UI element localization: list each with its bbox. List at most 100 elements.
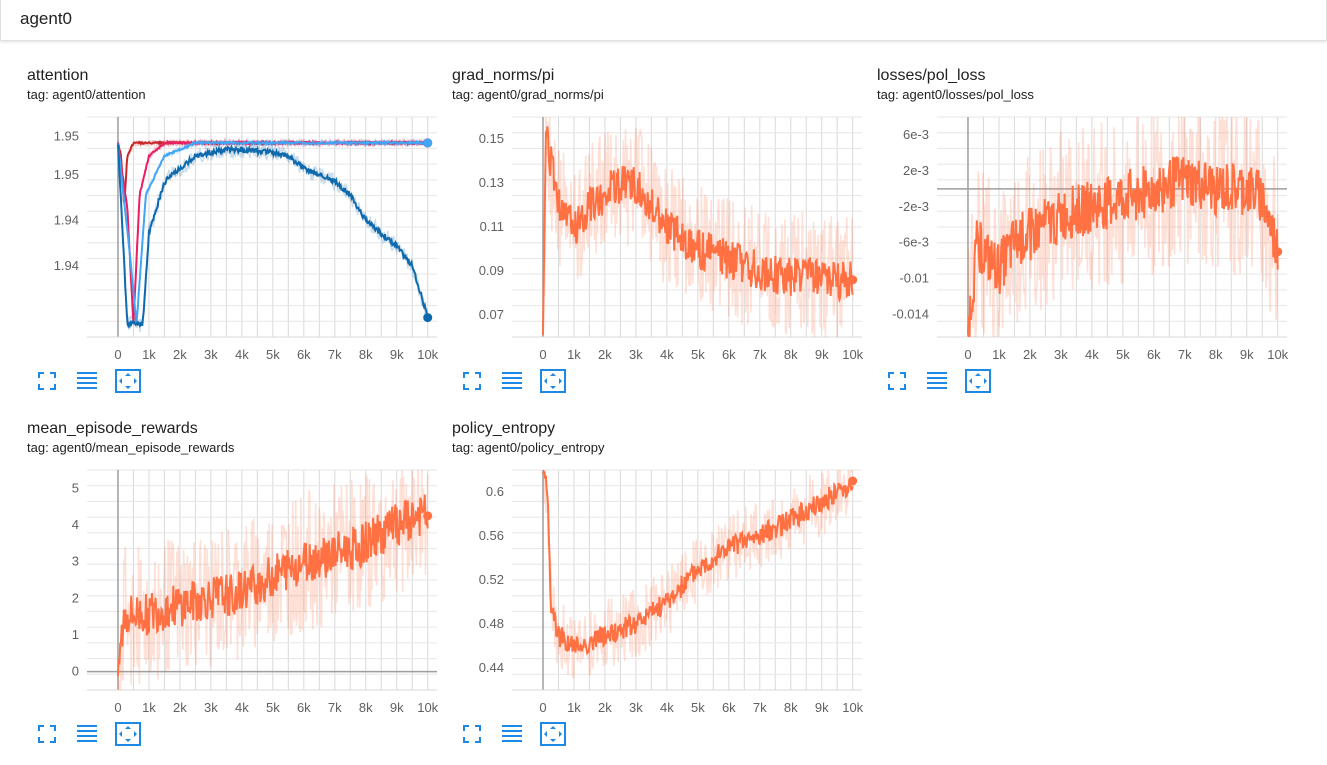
x-tick-label: 6k bbox=[297, 700, 311, 715]
fit-domain-icon[interactable] bbox=[965, 369, 991, 393]
x-tick-label: 2k bbox=[173, 347, 187, 362]
chart-title: attention bbox=[27, 67, 89, 84]
series-group bbox=[117, 470, 429, 690]
series-endpoint bbox=[848, 275, 858, 285]
series-line bbox=[117, 144, 429, 329]
y-tick-label: 6e-3 bbox=[903, 127, 929, 142]
chart-tag: tag: agent0/losses/pol_loss bbox=[877, 87, 1034, 102]
chart-title: mean_episode_rewards bbox=[27, 420, 198, 437]
x-tick-label: 3k bbox=[629, 700, 643, 715]
x-tick-label: 9k bbox=[815, 347, 829, 362]
plot-area: 0 1k 2k 3k 4k 5k 6k 7k 8k 9k 10k 5 4 3 2 1 0 bbox=[72, 469, 439, 715]
x-tick-label: 7k bbox=[328, 347, 342, 362]
x-tick-label: 1k bbox=[142, 347, 156, 362]
x-tick-label: 10k bbox=[417, 347, 438, 362]
y-tick-label: 2 bbox=[72, 590, 79, 605]
fullscreen-icon[interactable] bbox=[35, 369, 59, 393]
x-tick-label: 4k bbox=[1085, 347, 1099, 362]
fullscreen-icon[interactable] bbox=[460, 369, 484, 393]
y-tick-label: 0.48 bbox=[479, 616, 504, 631]
x-tick-label: 8k bbox=[784, 700, 798, 715]
y-tick-label: 5 bbox=[72, 480, 79, 495]
y-tick-label: -0.01 bbox=[899, 271, 929, 286]
y-tick-label: 0.44 bbox=[479, 660, 504, 675]
fullscreen-icon[interactable] bbox=[460, 722, 484, 746]
y-tick-label: 1.95 bbox=[54, 128, 79, 143]
fullscreen-icon[interactable] bbox=[885, 369, 909, 393]
fit-domain-icon[interactable] bbox=[540, 722, 566, 746]
x-tick-label: 7k bbox=[328, 700, 342, 715]
y-tick-label: 0 bbox=[72, 664, 79, 679]
x-tick-label: 9k bbox=[390, 347, 404, 362]
chart-tag: tag: agent0/grad_norms/pi bbox=[452, 87, 604, 102]
chart-title: grad_norms/pi bbox=[452, 67, 555, 84]
x-tick-label: 7k bbox=[753, 347, 767, 362]
fit-domain-icon[interactable] bbox=[540, 369, 566, 393]
list-icon[interactable] bbox=[75, 722, 99, 746]
series-line bbox=[542, 126, 854, 336]
chart-tag: tag: agent0/mean_episode_rewards bbox=[27, 440, 235, 455]
y-tick-label: 0.6 bbox=[486, 484, 504, 499]
run-header: agent0 bbox=[0, 0, 1327, 41]
chart-title: losses/pol_loss bbox=[877, 67, 986, 84]
x-tick-label: 9k bbox=[390, 700, 404, 715]
x-tick-label: 6k bbox=[297, 347, 311, 362]
fullscreen-icon[interactable] bbox=[35, 722, 59, 746]
pol-loss-chart[interactable]: 0 1k 2k 3k 4k 5k 6k 7k 8k 9k 10k 6e-3 2e-3 -2e-3 -6e-3… bbox=[877, 109, 1297, 369]
x-tick-label: 1k bbox=[567, 700, 581, 715]
chart-card-attention: attention tag: agent0/attention 0 1k 2k 3k 4… bbox=[27, 67, 447, 412]
chart-card-grad-norms: grad_norms/pi tag: agent0/grad_norms/pi … bbox=[452, 67, 872, 412]
x-tick-label: 5k bbox=[266, 700, 280, 715]
list-icon[interactable] bbox=[925, 369, 949, 393]
x-tick-label: 7k bbox=[753, 700, 767, 715]
series-group bbox=[542, 470, 854, 679]
x-tick-label: 0 bbox=[114, 347, 121, 362]
x-tick-label: 9k bbox=[815, 700, 829, 715]
x-tick-label: 4k bbox=[660, 347, 674, 362]
y-tick-label: 1.94 bbox=[54, 258, 79, 273]
series-endpoint bbox=[1273, 247, 1283, 257]
x-tick-label: 0 bbox=[114, 700, 121, 715]
series-endpoint bbox=[423, 313, 433, 323]
x-tick-label: 2k bbox=[598, 347, 612, 362]
run-title: agent0 bbox=[20, 9, 72, 28]
fit-domain-icon[interactable] bbox=[115, 369, 141, 393]
chart-card-policy-entropy: policy_entropy tag: agent0/policy_entrop… bbox=[452, 420, 872, 765]
x-tick-label: 6k bbox=[722, 347, 736, 362]
y-tick-label: -0.014 bbox=[892, 307, 929, 322]
list-icon[interactable] bbox=[500, 722, 524, 746]
y-tick-label: 0.09 bbox=[479, 263, 504, 278]
mean-episode-rewards-chart[interactable]: 0 1k 2k 3k 4k 5k 6k 7k 8k 9k 10k 5 4 3 2 1 0 bbox=[27, 462, 447, 722]
y-tick-label: -6e-3 bbox=[899, 235, 929, 250]
x-tick-label: 1k bbox=[567, 347, 581, 362]
x-tick-label: 1k bbox=[142, 700, 156, 715]
policy-entropy-chart[interactable]: 0 1k 2k 3k 4k 5k 6k 7k 8k 9k 10k 0.6 0.56 0.52 0.48 0.4… bbox=[452, 462, 872, 722]
attention-chart[interactable]: 0 1k 2k 3k 4k 5k 6k 7k 8k 9k 10k 1.95 1.95 1.94 1.94 bbox=[27, 109, 447, 369]
x-tick-label: 0 bbox=[539, 347, 546, 362]
list-icon[interactable] bbox=[75, 369, 99, 393]
x-tick-label: 10k bbox=[1267, 347, 1288, 362]
series-line bbox=[967, 156, 1279, 337]
series-line bbox=[117, 139, 429, 323]
y-tick-label: -2e-3 bbox=[899, 199, 929, 214]
x-tick-label: 10k bbox=[842, 700, 863, 715]
x-tick-label: 10k bbox=[417, 700, 438, 715]
x-tick-label: 2k bbox=[1023, 347, 1037, 362]
x-tick-label: 7k bbox=[1178, 347, 1192, 362]
series-endpoint bbox=[423, 138, 433, 148]
grad-norms-chart[interactable]: 0 1k 2k 3k 4k 5k 6k 7k 8k 9k 10k 0.15 0.13 0.11 0.09 0.… bbox=[452, 109, 872, 369]
x-tick-label: 3k bbox=[204, 700, 218, 715]
y-tick-label: 1.95 bbox=[54, 167, 79, 182]
y-tick-label: 0.07 bbox=[479, 307, 504, 322]
y-tick-label: 1 bbox=[72, 627, 79, 642]
x-tick-label: 2k bbox=[173, 700, 187, 715]
y-tick-label: 3 bbox=[72, 554, 79, 569]
x-tick-label: 4k bbox=[235, 700, 249, 715]
fit-domain-icon[interactable] bbox=[115, 722, 141, 746]
x-tick-label: 4k bbox=[235, 347, 249, 362]
x-tick-label: 8k bbox=[784, 347, 798, 362]
series-raw-line bbox=[543, 470, 853, 679]
x-tick-label: 3k bbox=[204, 347, 218, 362]
chart-card-pol-loss: losses/pol_loss tag: agent0/losses/pol_l… bbox=[877, 67, 1297, 412]
list-icon[interactable] bbox=[500, 369, 524, 393]
